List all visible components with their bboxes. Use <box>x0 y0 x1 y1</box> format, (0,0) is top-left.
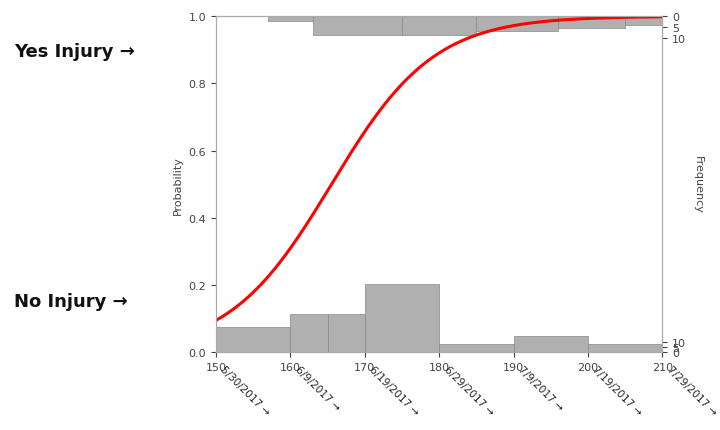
Bar <box>365 284 439 353</box>
Bar <box>513 336 588 353</box>
Bar <box>216 328 290 353</box>
Bar <box>268 17 312 22</box>
Bar <box>477 17 558 32</box>
Y-axis label: Probability: Probability <box>173 156 183 214</box>
Text: 6/19/2017 →: 6/19/2017 → <box>368 364 420 417</box>
Text: 6/29/2017 →: 6/29/2017 → <box>442 364 495 417</box>
Y-axis label: Frequency: Frequency <box>693 156 703 214</box>
Bar <box>312 17 402 36</box>
Text: Yes Injury →: Yes Injury → <box>14 43 135 61</box>
Bar <box>625 17 692 26</box>
Bar <box>328 314 365 353</box>
Bar <box>588 344 662 353</box>
Text: 6/9/2017 →: 6/9/2017 → <box>293 364 342 412</box>
Bar <box>558 17 625 29</box>
Text: 7/29/2017 →: 7/29/2017 → <box>665 364 719 417</box>
Bar <box>439 344 513 353</box>
Text: No Injury →: No Injury → <box>14 292 128 310</box>
Text: 7/9/2017 →: 7/9/2017 → <box>516 364 565 412</box>
Text: 5/30/2017 →: 5/30/2017 → <box>219 364 272 417</box>
Bar <box>402 17 477 36</box>
Bar <box>290 314 328 353</box>
Text: 7/19/2017 →: 7/19/2017 → <box>591 364 644 417</box>
